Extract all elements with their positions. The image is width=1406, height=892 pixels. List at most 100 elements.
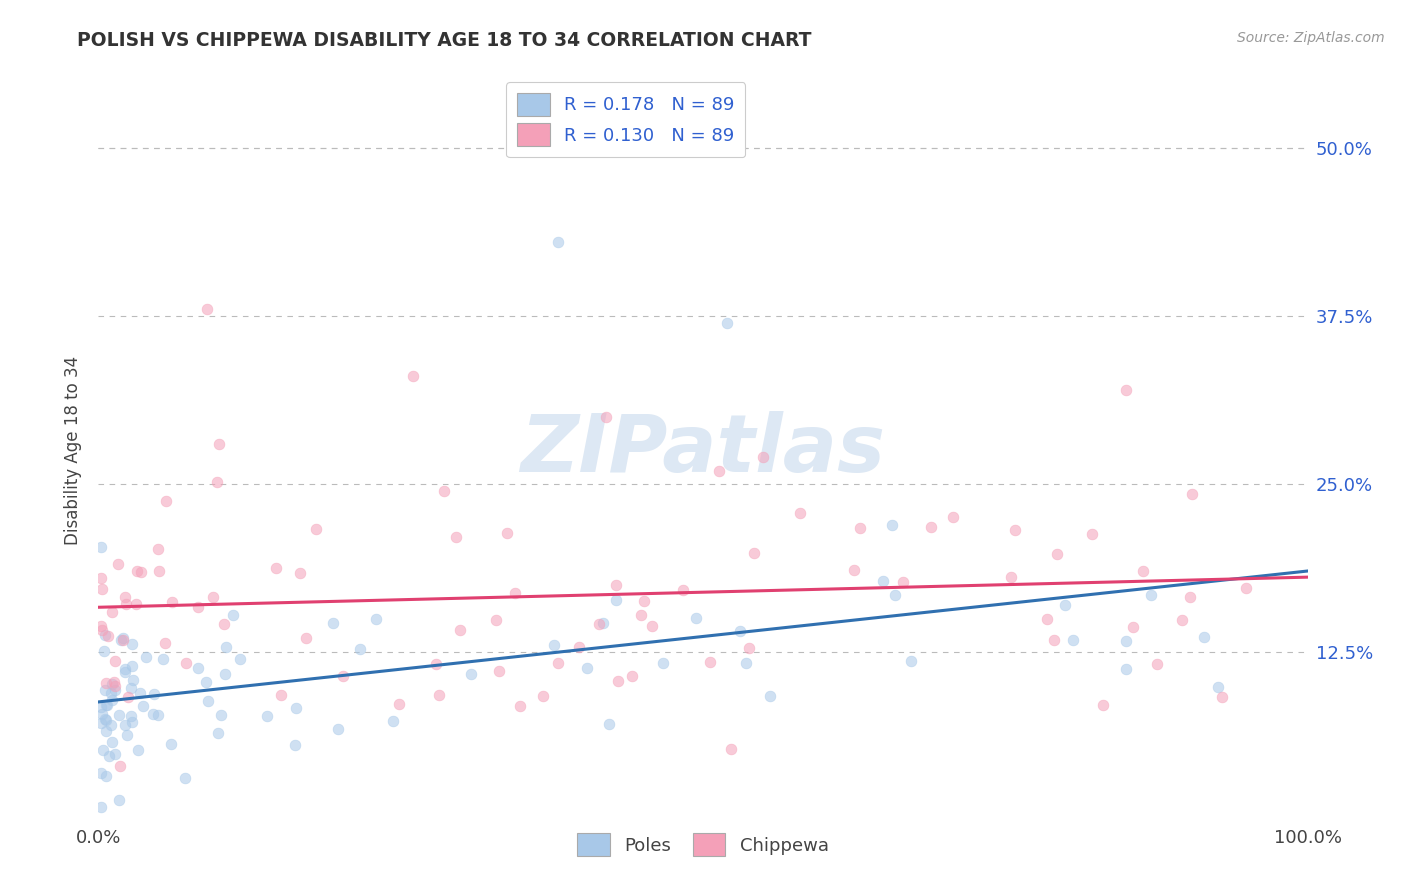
Point <box>264 561 287 575</box>
Text: POLISH VS CHIPPEWA DISABILITY AGE 18 TO 34 CORRELATION CHART: POLISH VS CHIPPEWA DISABILITY AGE 18 TO … <box>77 31 811 50</box>
Point <box>433 484 456 499</box>
Point <box>449 624 471 638</box>
Point <box>588 617 610 632</box>
Point <box>187 661 209 675</box>
Point <box>96 698 118 712</box>
Point <box>531 689 554 703</box>
Point <box>132 698 155 713</box>
Point <box>129 686 152 700</box>
Point <box>605 577 627 591</box>
Point <box>633 594 655 608</box>
Point <box>91 706 114 721</box>
Point <box>543 639 565 653</box>
Point <box>326 722 349 736</box>
Point <box>121 681 143 695</box>
Point <box>153 636 176 650</box>
Point <box>90 540 112 554</box>
Point <box>381 714 404 728</box>
Point <box>284 738 307 752</box>
Point <box>135 649 157 664</box>
Point <box>759 689 782 703</box>
Point <box>742 546 765 560</box>
Point <box>752 450 775 465</box>
Point <box>93 628 115 642</box>
Point <box>90 765 112 780</box>
Point <box>735 657 758 671</box>
Point <box>108 793 131 807</box>
Point <box>716 316 738 330</box>
Point <box>120 708 142 723</box>
Point <box>104 747 127 761</box>
Point <box>91 743 114 757</box>
Point <box>1139 588 1161 602</box>
Point <box>114 597 136 611</box>
Point <box>630 608 652 623</box>
Point <box>90 582 112 596</box>
Point <box>94 698 117 713</box>
Point <box>652 656 675 670</box>
Point <box>1211 690 1233 705</box>
Point <box>332 669 354 683</box>
Point <box>108 707 131 722</box>
Point <box>605 592 627 607</box>
Point <box>96 713 118 727</box>
Point <box>285 701 308 715</box>
Point <box>509 698 531 713</box>
Point <box>900 654 922 668</box>
Point <box>94 723 117 738</box>
Point <box>121 659 143 673</box>
Point <box>104 683 127 698</box>
Point <box>495 526 517 541</box>
Point <box>388 697 411 711</box>
Point <box>152 651 174 665</box>
Point <box>205 475 228 489</box>
Point <box>93 644 115 658</box>
Point <box>1062 632 1084 647</box>
Point <box>125 564 148 578</box>
Point <box>1234 581 1257 595</box>
Point <box>104 679 127 693</box>
Point <box>849 521 872 535</box>
Point <box>100 677 122 691</box>
Point <box>131 565 153 579</box>
Point <box>1000 570 1022 584</box>
Point <box>110 632 132 647</box>
Point <box>94 713 117 727</box>
Point <box>90 800 112 814</box>
Point <box>920 520 942 534</box>
Point <box>872 574 894 588</box>
Point <box>197 694 219 708</box>
Point <box>114 591 136 605</box>
Point <box>117 690 139 705</box>
Point <box>789 506 811 520</box>
Point <box>488 664 510 678</box>
Point <box>160 595 183 609</box>
Point <box>209 708 232 723</box>
Legend: Poles, Chippewa: Poles, Chippewa <box>569 826 837 863</box>
Point <box>880 517 903 532</box>
Point <box>207 726 229 740</box>
Point <box>195 674 218 689</box>
Point <box>503 585 526 599</box>
Point <box>174 657 197 671</box>
Point <box>110 759 132 773</box>
Point <box>1081 527 1104 541</box>
Point <box>607 674 630 689</box>
Point <box>115 728 138 742</box>
Point <box>1206 680 1229 694</box>
Point <box>709 464 731 478</box>
Point <box>547 235 569 249</box>
Point <box>114 662 136 676</box>
Point <box>96 676 118 690</box>
Point <box>460 666 482 681</box>
Point <box>90 699 112 714</box>
Point <box>148 708 170 723</box>
Point <box>621 669 644 683</box>
Point <box>842 563 865 577</box>
Point <box>160 737 183 751</box>
Point <box>174 772 197 786</box>
Point <box>349 642 371 657</box>
Point <box>100 735 122 749</box>
Point <box>98 748 121 763</box>
Point <box>641 619 664 633</box>
